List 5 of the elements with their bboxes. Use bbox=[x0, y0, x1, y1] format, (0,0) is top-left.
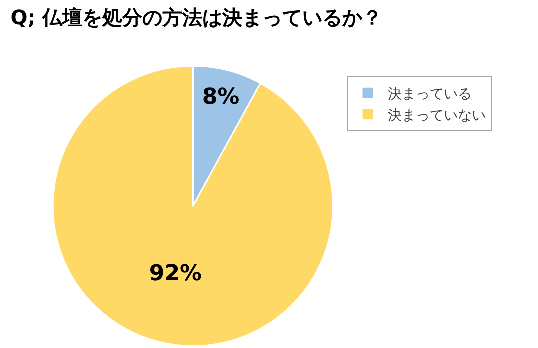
data-label: 8% bbox=[202, 85, 240, 110]
legend-label: 決まっていない bbox=[388, 108, 486, 124]
legend-label: 決まっている bbox=[388, 86, 472, 103]
data-label: 92% bbox=[149, 262, 202, 287]
chart-title: Q; 仏壇を処分の方法は決まっているか？ bbox=[10, 5, 383, 30]
